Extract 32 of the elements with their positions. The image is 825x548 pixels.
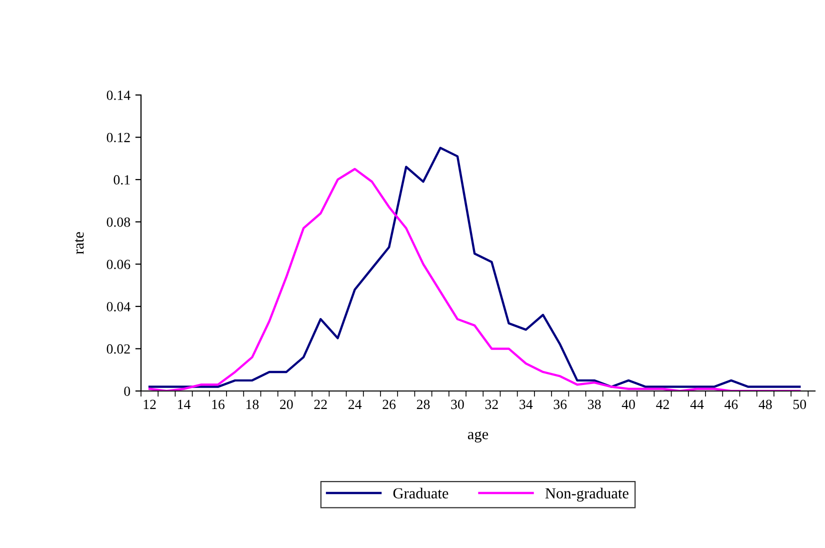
x-tick-label: 30 xyxy=(451,400,464,410)
x-tick-label: 42 xyxy=(656,400,669,409)
y-tick-label: 0.02 xyxy=(106,344,130,354)
x-tick-label: 28 xyxy=(416,400,430,410)
x-tick-label: 40 xyxy=(622,400,635,410)
y-tick-label: 0.1 xyxy=(114,175,130,185)
x-tick-label: 18 xyxy=(246,400,259,410)
y-tick-label: 0.04 xyxy=(106,302,130,312)
y-axis-title: rate xyxy=(74,232,84,254)
x-tick-label: 24 xyxy=(348,400,362,409)
x-tick-label: 36 xyxy=(554,400,567,410)
x-tick-label: 50 xyxy=(793,400,806,410)
y-tick-label: 0 xyxy=(124,386,130,396)
y-tick-label: 0.06 xyxy=(106,260,130,270)
x-tick-label: 48 xyxy=(758,400,772,410)
y-tick-label: 0.12 xyxy=(106,132,130,142)
x-tick-label: 22 xyxy=(314,400,327,409)
x-tick-label: 32 xyxy=(485,400,498,410)
x-tick-label: 12 xyxy=(144,400,156,409)
x-tick-label: 44 xyxy=(690,400,704,409)
legend-label: Non-graduate xyxy=(545,488,628,502)
x-tick-label: 14 xyxy=(178,400,190,409)
x-tick-label: 34 xyxy=(520,400,533,410)
legend-label: Graduate xyxy=(393,488,448,498)
x-tick-label: 20 xyxy=(280,400,293,410)
y-tick-label: 0.14 xyxy=(106,90,130,100)
x-axis-title: age xyxy=(468,431,488,442)
x-tick-label: 38 xyxy=(588,400,601,410)
x-tick-label: 16 xyxy=(212,400,225,410)
x-tick-label: 46 xyxy=(724,400,738,410)
x-tick-label: 26 xyxy=(382,400,396,410)
y-tick-label: 0.08 xyxy=(106,217,130,227)
